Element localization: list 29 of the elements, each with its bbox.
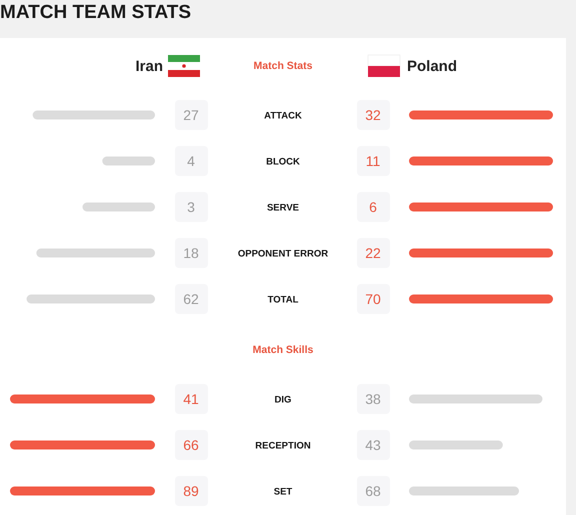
data-label: 89	[183, 483, 199, 499]
y-tick-label: RECEPTION	[255, 440, 311, 452]
y-tick-label: SERVE	[266, 202, 300, 214]
data-label: 18	[183, 245, 199, 261]
text: Poland	[407, 58, 458, 75]
text: Match Stats	[254, 60, 313, 72]
y-tick-label: OPPONENT ERROR	[238, 248, 328, 260]
data-label: 3	[187, 199, 196, 215]
data-label: 70	[365, 291, 381, 307]
text: MATCH TEAM STATS	[0, 2, 192, 23]
data-label: 41	[183, 391, 199, 407]
data-label: 66	[183, 437, 199, 453]
data-label: 68	[365, 483, 381, 499]
data-label: 62	[183, 291, 199, 307]
data-label: 4	[187, 153, 196, 169]
data-label: 22	[365, 245, 381, 261]
data-label: 11	[366, 153, 380, 169]
text: Match Skills	[252, 344, 314, 356]
data-label: 6	[369, 199, 378, 215]
data-label: 32	[365, 107, 381, 123]
y-tick-label: BLOCK	[266, 156, 300, 168]
y-tick-label: TOTAL	[268, 294, 299, 306]
text: Iran	[135, 58, 163, 75]
data-label: 38	[365, 391, 381, 407]
y-tick-label: DIG	[274, 394, 292, 406]
y-tick-label: ATTACK	[264, 110, 302, 122]
data-label: 43	[365, 437, 381, 453]
y-tick-label: SET	[274, 486, 292, 498]
data-label: 27	[183, 107, 199, 123]
